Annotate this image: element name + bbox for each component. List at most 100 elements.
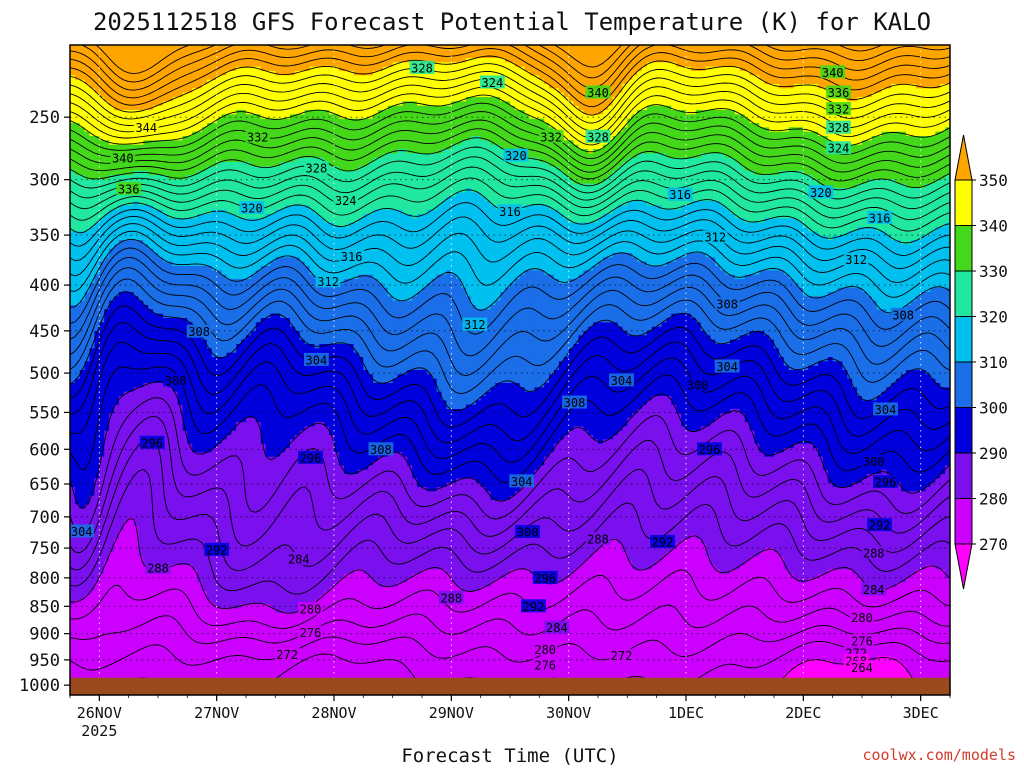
band-cell — [79, 231, 86, 237]
band-cell — [172, 196, 179, 202]
band-cell — [79, 92, 86, 98]
band-cell — [99, 88, 105, 94]
band-cell — [182, 166, 188, 172]
band-cell — [133, 66, 140, 72]
band-cell — [221, 175, 228, 180]
band-cell — [94, 305, 100, 310]
band-cell — [206, 222, 213, 228]
band-cell — [177, 673, 184, 679]
band-cell — [182, 188, 188, 193]
band-cell — [216, 66, 223, 72]
band-cell — [192, 560, 198, 566]
band-cell — [167, 45, 174, 50]
band-cell — [143, 491, 149, 497]
band-cell — [192, 348, 198, 354]
band-cell — [84, 439, 91, 445]
band-cell — [187, 534, 193, 540]
band-cell — [226, 283, 232, 289]
band-cell — [70, 617, 76, 622]
band-cell — [221, 478, 228, 484]
band-cell — [118, 352, 125, 358]
band-cell — [206, 500, 213, 505]
band-cell — [104, 326, 110, 332]
band-cell — [123, 469, 130, 475]
band-cell — [94, 539, 100, 544]
band-cell — [162, 62, 169, 68]
band-cell — [177, 387, 184, 393]
band-cell — [192, 595, 198, 601]
band-cell — [206, 556, 213, 562]
band-cell — [211, 586, 218, 592]
band-cell — [89, 110, 96, 115]
band-cell — [192, 582, 198, 588]
band-cell — [128, 656, 135, 661]
band-cell — [182, 235, 188, 241]
band-cell — [74, 300, 81, 306]
band-cell — [89, 270, 96, 276]
band-cell — [206, 582, 213, 588]
band-cell — [143, 79, 149, 85]
band-cell — [114, 292, 120, 297]
band-cell — [104, 166, 110, 172]
band-cell — [148, 101, 154, 107]
band-cell — [118, 599, 125, 605]
band-cell — [231, 153, 237, 159]
band-cell — [182, 335, 188, 341]
band-cell — [109, 647, 115, 653]
band-cell — [114, 513, 120, 518]
band-cell — [148, 62, 154, 68]
band-cell — [104, 84, 110, 89]
band-cell — [118, 656, 125, 661]
band-cell — [138, 62, 144, 68]
band-cell — [94, 673, 100, 679]
band-cell — [138, 309, 144, 315]
band-cell — [211, 157, 218, 163]
band-cell — [216, 183, 223, 189]
band-cell — [114, 651, 120, 657]
band-cell — [167, 443, 174, 449]
band-cell — [177, 370, 184, 375]
band-cell — [153, 647, 159, 653]
band-cell — [70, 656, 76, 661]
band-cell — [158, 556, 164, 562]
band-cell — [104, 66, 110, 72]
band-cell — [70, 97, 76, 102]
band-cell — [192, 118, 198, 124]
band-cell — [114, 201, 120, 206]
band-cell — [114, 478, 120, 484]
band-cell — [89, 599, 96, 605]
band-cell — [221, 66, 228, 72]
band-cell — [182, 474, 188, 479]
band-cell — [138, 604, 144, 609]
band-cell — [70, 45, 76, 50]
band-cell — [221, 599, 228, 605]
band-cell — [133, 149, 140, 154]
band-cell — [211, 53, 218, 59]
band-cell — [221, 196, 228, 202]
band-cell — [153, 578, 159, 583]
band-cell — [148, 75, 154, 81]
band-cell — [143, 556, 149, 562]
band-cell — [94, 192, 100, 198]
band-cell — [231, 240, 237, 245]
band-cell — [202, 136, 208, 141]
band-cell — [221, 205, 228, 211]
band-cell — [153, 235, 159, 241]
band-cell — [123, 261, 130, 267]
band-cell — [202, 170, 208, 176]
band-cell — [118, 439, 125, 445]
band-cell — [167, 335, 174, 341]
band-cell — [70, 71, 76, 76]
band-cell — [109, 88, 115, 94]
band-cell — [187, 287, 193, 293]
band-cell — [197, 248, 203, 254]
band-cell — [123, 58, 130, 63]
band-cell — [158, 383, 164, 388]
band-cell — [123, 97, 130, 102]
band-cell — [192, 287, 198, 293]
band-cell — [158, 469, 164, 475]
band-cell — [138, 66, 144, 72]
band-cell — [211, 84, 218, 89]
band-cell — [74, 175, 81, 180]
band-cell — [172, 92, 179, 98]
